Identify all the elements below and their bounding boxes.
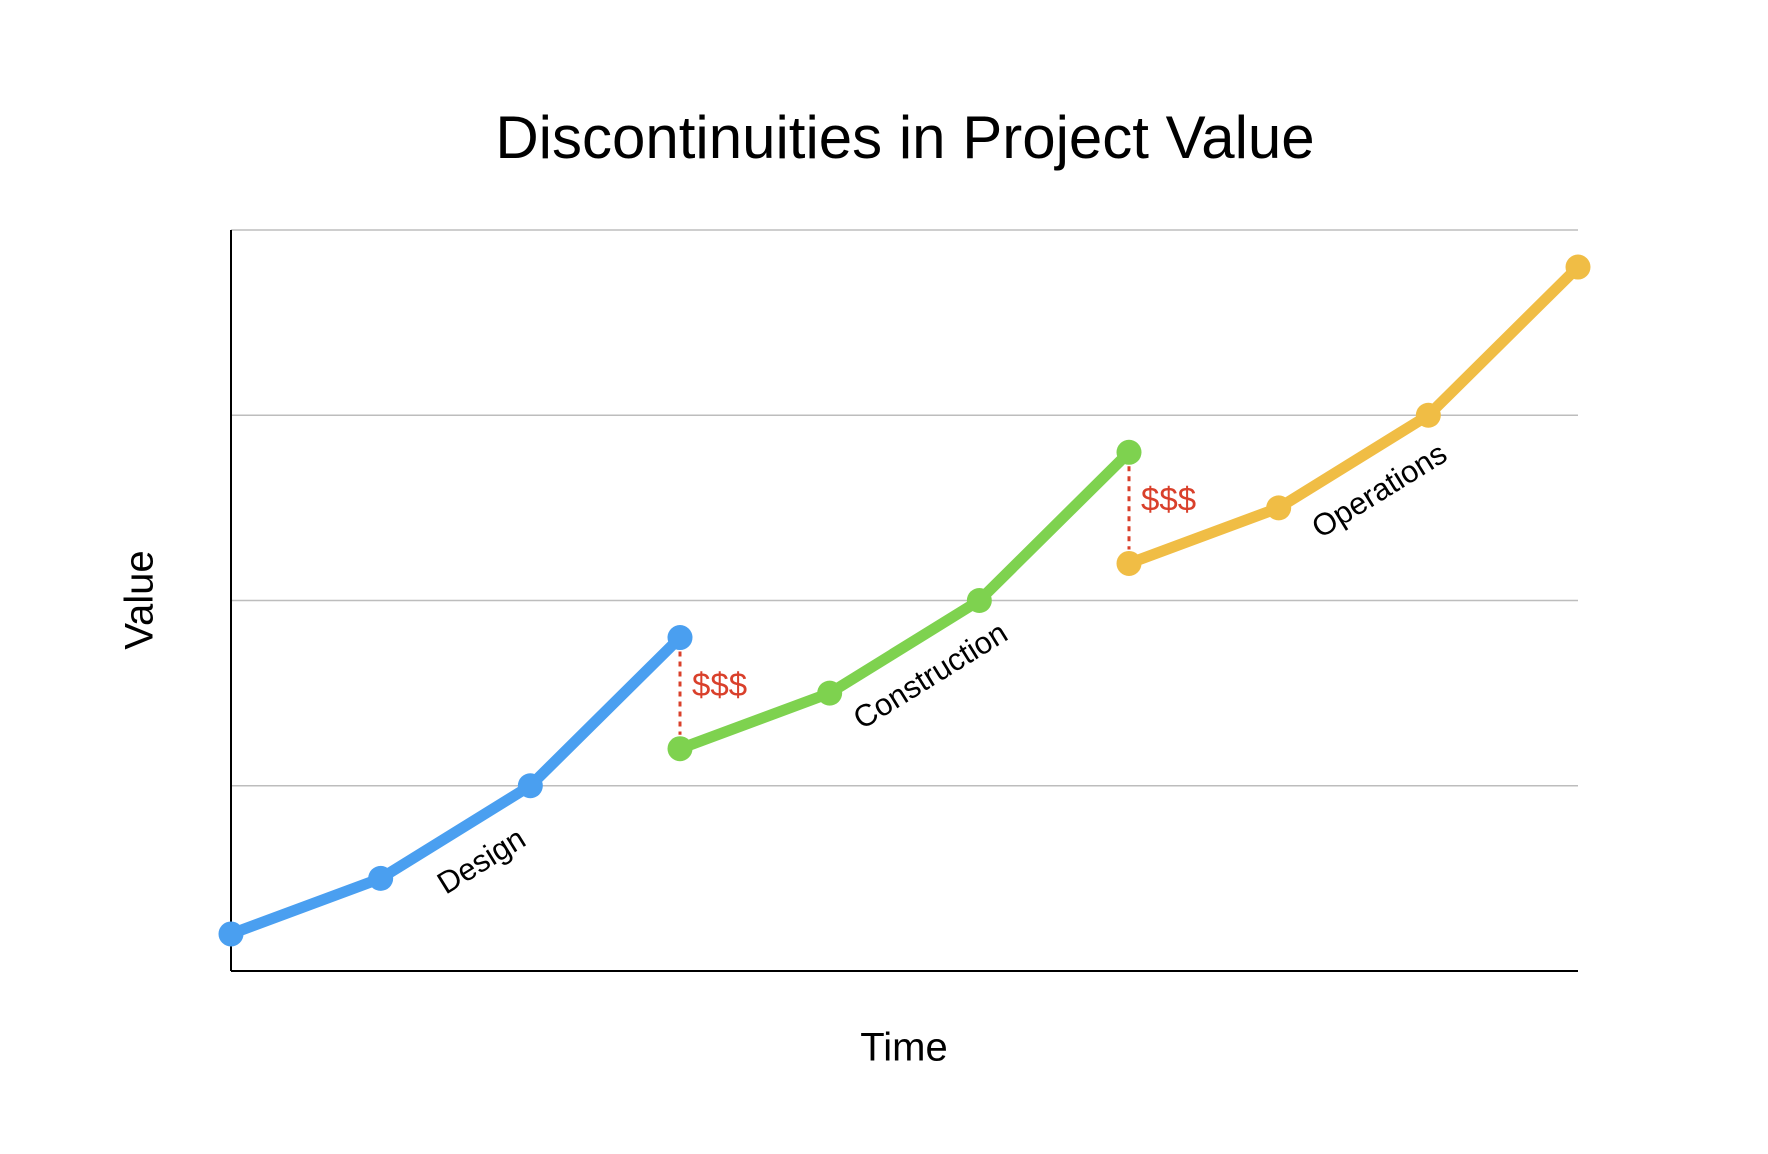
data-point	[1266, 495, 1292, 521]
gap-annotation: $$$	[1141, 481, 1196, 518]
data-point	[1116, 550, 1142, 576]
series-line	[225, 632, 686, 940]
data-point	[667, 736, 693, 762]
data-point	[368, 865, 394, 891]
x-axis-label: Time	[860, 1026, 947, 1070]
data-point	[1415, 402, 1441, 428]
y-axis-label: Value	[118, 550, 162, 649]
data-point	[817, 680, 843, 706]
data-point	[667, 625, 693, 651]
chart-title: Discontinuities in Project Value	[495, 104, 1314, 171]
series-line	[674, 446, 1135, 755]
data-point	[966, 588, 992, 613]
data-point	[1565, 254, 1591, 280]
data-point	[218, 921, 244, 947]
gap-annotation: $$$	[692, 666, 747, 703]
data-point	[1116, 439, 1142, 465]
series-line	[1123, 261, 1584, 569]
data-point	[517, 773, 543, 799]
